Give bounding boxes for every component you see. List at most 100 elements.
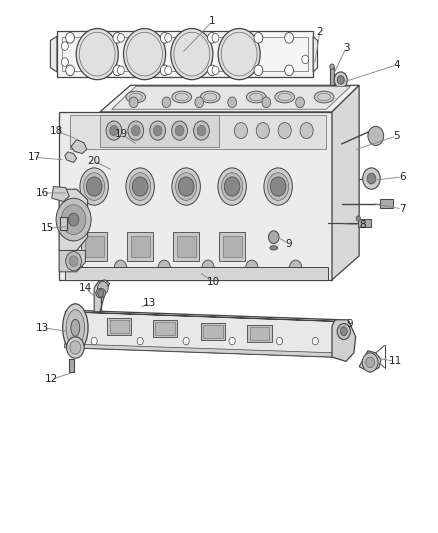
Bar <box>380 199 393 208</box>
Ellipse shape <box>126 91 145 103</box>
Circle shape <box>212 34 219 42</box>
Ellipse shape <box>264 168 293 205</box>
Circle shape <box>132 177 148 196</box>
Circle shape <box>278 123 291 139</box>
Circle shape <box>234 123 247 139</box>
Polygon shape <box>112 86 350 109</box>
Circle shape <box>162 97 171 108</box>
Bar <box>219 232 245 261</box>
Circle shape <box>363 168 380 189</box>
Circle shape <box>66 33 74 43</box>
Bar <box>85 236 104 257</box>
Bar <box>358 219 371 227</box>
Circle shape <box>129 97 138 108</box>
Text: 16: 16 <box>36 188 49 198</box>
Circle shape <box>117 66 124 75</box>
Text: 15: 15 <box>41 223 54 233</box>
Text: 11: 11 <box>389 357 402 366</box>
Polygon shape <box>65 312 339 321</box>
Circle shape <box>98 281 108 294</box>
Polygon shape <box>313 36 318 72</box>
Circle shape <box>124 29 166 80</box>
Circle shape <box>218 29 260 80</box>
Polygon shape <box>94 280 110 312</box>
Circle shape <box>337 76 344 84</box>
Circle shape <box>160 33 169 43</box>
Text: 4: 4 <box>393 60 400 70</box>
Circle shape <box>256 123 269 139</box>
Circle shape <box>337 324 350 340</box>
Ellipse shape <box>172 91 192 103</box>
Text: 1: 1 <box>209 17 216 26</box>
Polygon shape <box>70 115 326 149</box>
Text: 8: 8 <box>359 220 366 230</box>
Ellipse shape <box>218 168 246 205</box>
Circle shape <box>194 121 209 140</box>
Polygon shape <box>65 266 328 280</box>
Bar <box>223 236 242 257</box>
Circle shape <box>312 337 318 345</box>
Circle shape <box>117 34 124 42</box>
Circle shape <box>165 34 172 42</box>
Circle shape <box>61 58 68 67</box>
Circle shape <box>202 260 214 275</box>
Polygon shape <box>153 320 177 337</box>
Circle shape <box>229 337 235 345</box>
Text: 2: 2 <box>316 27 323 37</box>
Ellipse shape <box>130 173 151 200</box>
Circle shape <box>367 173 376 184</box>
Text: 5: 5 <box>393 131 400 141</box>
Text: 13: 13 <box>36 323 49 333</box>
Circle shape <box>98 289 104 297</box>
Bar <box>127 232 153 261</box>
Circle shape <box>175 125 184 136</box>
Circle shape <box>270 177 286 196</box>
Text: 18: 18 <box>49 126 63 135</box>
Circle shape <box>254 33 263 43</box>
Polygon shape <box>332 85 359 280</box>
Polygon shape <box>201 323 225 340</box>
Circle shape <box>183 337 189 345</box>
Circle shape <box>262 97 271 108</box>
Text: 13: 13 <box>143 298 156 308</box>
Ellipse shape <box>176 173 197 200</box>
Text: 7: 7 <box>399 204 406 214</box>
Ellipse shape <box>268 173 289 200</box>
Circle shape <box>128 121 144 140</box>
Circle shape <box>195 97 204 108</box>
Ellipse shape <box>270 246 278 250</box>
Polygon shape <box>71 140 87 154</box>
Circle shape <box>302 55 309 64</box>
Ellipse shape <box>70 341 81 354</box>
Bar <box>81 232 107 261</box>
Circle shape <box>86 177 102 196</box>
Circle shape <box>131 125 140 136</box>
Circle shape <box>71 260 83 275</box>
Ellipse shape <box>80 168 109 205</box>
Circle shape <box>296 97 304 108</box>
Circle shape <box>113 33 122 43</box>
Ellipse shape <box>63 304 88 352</box>
Circle shape <box>113 65 122 76</box>
Polygon shape <box>250 327 269 340</box>
Circle shape <box>171 29 213 80</box>
Circle shape <box>91 337 97 345</box>
Ellipse shape <box>172 168 201 205</box>
Ellipse shape <box>84 173 105 200</box>
Circle shape <box>356 216 360 221</box>
Polygon shape <box>50 36 57 72</box>
Ellipse shape <box>246 91 266 103</box>
Polygon shape <box>65 152 77 163</box>
Circle shape <box>224 177 240 196</box>
Polygon shape <box>100 85 359 112</box>
Circle shape <box>66 65 74 76</box>
Circle shape <box>285 33 293 43</box>
Circle shape <box>165 66 172 75</box>
Circle shape <box>290 260 302 275</box>
Bar <box>60 217 67 230</box>
Polygon shape <box>247 325 272 342</box>
Circle shape <box>160 65 169 76</box>
Polygon shape <box>155 322 175 335</box>
Polygon shape <box>332 320 356 361</box>
Circle shape <box>246 260 258 275</box>
